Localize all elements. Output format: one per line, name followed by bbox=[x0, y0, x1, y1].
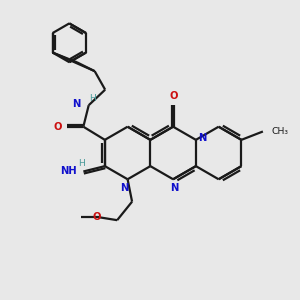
Text: N: N bbox=[120, 183, 129, 193]
Text: NH: NH bbox=[60, 166, 77, 176]
Text: N: N bbox=[198, 134, 207, 143]
Text: H: H bbox=[78, 159, 85, 168]
Text: O: O bbox=[93, 212, 101, 222]
Text: O: O bbox=[53, 122, 61, 132]
Text: N: N bbox=[170, 183, 179, 193]
Text: CH₃: CH₃ bbox=[271, 127, 288, 136]
Text: O: O bbox=[169, 91, 178, 101]
Text: N: N bbox=[72, 99, 80, 109]
Text: H: H bbox=[89, 94, 96, 103]
